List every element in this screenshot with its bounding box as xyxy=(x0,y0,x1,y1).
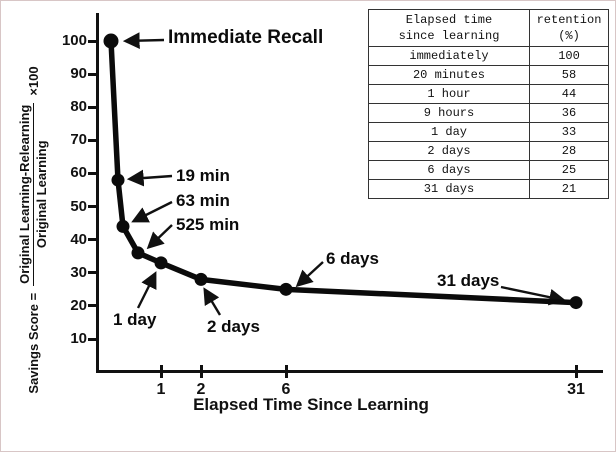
x-tick-label: 6 xyxy=(281,381,291,398)
annotation-label: 6 days xyxy=(326,249,379,268)
x-tick-mark xyxy=(284,365,288,378)
x-axis-line xyxy=(96,370,603,373)
table-row: 9 hours 36 xyxy=(368,103,609,124)
header-line: retention xyxy=(536,13,602,27)
y-tick-mark xyxy=(88,238,99,242)
arrow-525-min xyxy=(146,224,173,250)
y-tick-mark xyxy=(88,171,99,175)
cell-retention: 25 xyxy=(529,160,609,181)
cell-retention: 44 xyxy=(529,84,609,105)
cell-retention: 58 xyxy=(529,65,609,86)
arrow-19-min xyxy=(126,169,173,187)
header-line: Elapsed time xyxy=(405,13,493,27)
data-point-31-days xyxy=(569,296,583,310)
x-tick-mark xyxy=(159,365,163,378)
arrow-1-day xyxy=(136,271,157,309)
table-row: 6 days 25 xyxy=(368,160,609,181)
y-tick-label: 100 xyxy=(61,32,87,49)
data-point-1-hour xyxy=(116,219,130,233)
annotation-label: 1 day xyxy=(113,310,157,329)
arrow-63-min xyxy=(131,200,173,223)
x-tick-mark xyxy=(199,365,203,378)
cell-time: 1 day xyxy=(368,122,530,143)
y-tick-label: 40 xyxy=(70,230,87,248)
table-row: immediately 100 xyxy=(368,46,609,67)
cell-time: 31 days xyxy=(368,179,530,200)
annotation-label: 525 min xyxy=(176,215,240,234)
y-tick-label: 20 xyxy=(70,296,87,314)
cell-retention: 36 xyxy=(529,103,609,124)
cell-retention: 100 xyxy=(529,46,609,67)
y-tick-mark xyxy=(88,271,99,275)
cell-time: 9 hours xyxy=(368,103,530,124)
cell-time: 6 days xyxy=(368,160,530,181)
y-tick-label: 80 xyxy=(70,98,87,116)
data-point-6-days xyxy=(279,282,293,296)
table-header-row: Elapsed time since learning retention (%… xyxy=(368,8,609,48)
table-row: 1 hour 44 xyxy=(368,84,609,105)
cell-retention: 21 xyxy=(529,179,609,200)
y-tick-mark xyxy=(88,304,99,308)
y-axis-line xyxy=(96,13,99,373)
cell-time: 1 hour xyxy=(368,84,530,105)
data-point-immediately xyxy=(103,33,119,49)
data-point-2-days xyxy=(194,272,208,286)
arrow-2-days xyxy=(203,287,222,316)
arrow-immediate-recall xyxy=(122,32,165,50)
annotation-label: 19 min xyxy=(176,166,230,185)
header-line: (%) xyxy=(558,29,580,44)
cell-time: 2 days xyxy=(368,141,530,162)
x-axis-title: Elapsed Time Since Learning xyxy=(193,395,429,414)
x-tick-mark xyxy=(574,365,578,378)
arrow-6-days xyxy=(295,261,324,288)
data-point-20-minutes xyxy=(111,173,125,187)
y-tick-label: 50 xyxy=(70,197,87,215)
table-row: 20 minutes 58 xyxy=(368,65,609,86)
arrow-31-days xyxy=(500,285,567,306)
cell-retention: 33 xyxy=(529,122,609,143)
y-tick-label: 90 xyxy=(70,65,87,83)
x-tick-label: 2 xyxy=(196,381,206,398)
header-line: since learning xyxy=(398,29,500,44)
y-tick-label: 60 xyxy=(70,164,87,182)
cell-retention: 28 xyxy=(529,141,609,162)
col-header-retention: retention (%) xyxy=(529,8,609,48)
retention-table: Elapsed time since learning retention (%… xyxy=(368,8,609,200)
y-tick-label: 30 xyxy=(70,263,87,281)
cell-time: 20 minutes xyxy=(368,65,530,86)
x-tick-label: 1 xyxy=(156,381,166,398)
annotation-label: 63 min xyxy=(176,191,230,210)
y-tick-mark xyxy=(88,337,99,341)
annotation-label: Immediate Recall xyxy=(168,27,324,48)
annotation-label: 2 days xyxy=(207,317,260,336)
table-row: 31 days 21 xyxy=(368,179,609,200)
y-tick-label: 70 xyxy=(70,131,87,149)
y-tick-mark xyxy=(88,72,99,76)
y-tick-label: 10 xyxy=(70,330,87,347)
forgetting-curve xyxy=(108,38,579,306)
data-point-9-hours xyxy=(131,246,145,260)
data-point-1-day xyxy=(154,256,168,270)
y-tick-mark xyxy=(88,138,99,142)
cell-time: immediately xyxy=(368,46,530,67)
y-tick-mark xyxy=(88,39,99,43)
x-tick-label: 31 xyxy=(567,381,585,398)
table-row: 1 day 33 xyxy=(368,122,609,143)
col-header-elapsed-time: Elapsed time since learning xyxy=(368,8,530,48)
y-tick-mark xyxy=(88,205,99,209)
y-tick-mark xyxy=(88,105,99,109)
table-row: 2 days 28 xyxy=(368,141,609,162)
annotation-label: 31 days xyxy=(437,271,500,290)
